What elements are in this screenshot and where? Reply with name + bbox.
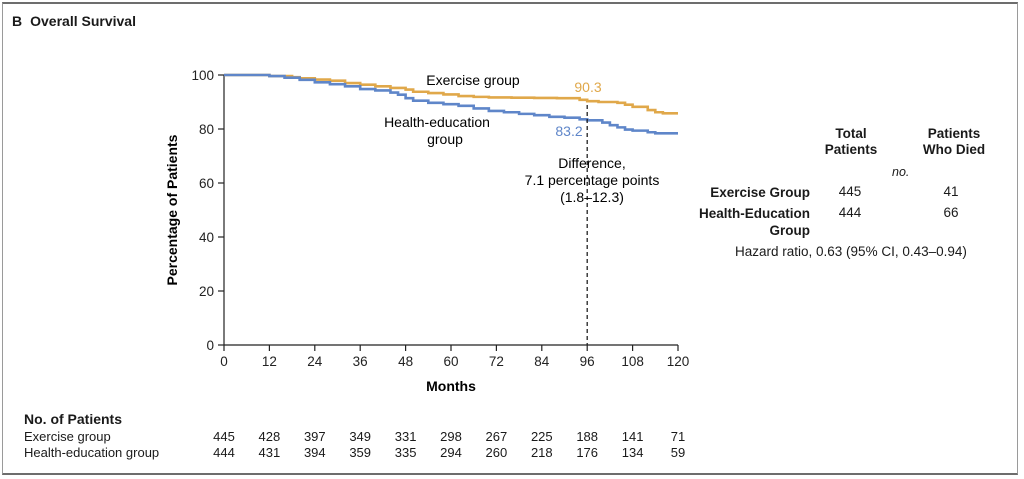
at-risk-value: 331	[394, 429, 417, 444]
at-risk-value: 444	[213, 445, 235, 460]
row-label-health: Health-Education Group	[660, 205, 810, 239]
x-axis-label: Months	[426, 378, 476, 394]
health-education-curve	[224, 73, 678, 135]
col-header-died-line1: Patients	[927, 126, 981, 141]
at-risk-value: 225	[530, 429, 553, 444]
panel-title-text: Overall Survival	[30, 13, 136, 29]
at-risk-value: 188	[576, 429, 599, 444]
x-tick-label: 120	[667, 354, 690, 369]
y-tick-label: 0	[206, 338, 214, 353]
y-tick-label: 40	[199, 230, 214, 245]
unit-note: no.	[892, 165, 910, 179]
exercise-curve	[224, 73, 678, 115]
row-label-health-line2: Group	[769, 223, 811, 238]
y-tick-label: 100	[191, 68, 214, 83]
at-risk-value: 294	[440, 445, 462, 460]
row-label-health-line1: Health-Education	[698, 206, 810, 221]
figure-frame	[2, 2, 1018, 475]
x-tick-label: 96	[580, 354, 595, 369]
x-tick-label: 12	[262, 354, 277, 369]
at-risk-value: 431	[258, 445, 281, 460]
col-header-died-line2: Who Died	[922, 142, 986, 157]
x-tick-label: 108	[621, 354, 644, 369]
x-tick-label: 84	[534, 354, 550, 369]
col-header-total: Total Patients	[818, 126, 884, 158]
health-died: 66	[943, 205, 959, 220]
x-tick-label: 36	[353, 354, 368, 369]
row-label-exercise-text: Exercise Group	[710, 185, 810, 200]
y-axis-label: Percentage of Patients	[164, 134, 180, 285]
curves	[224, 73, 678, 135]
panel-title: B Overall Survival	[12, 13, 136, 29]
at-risk-value: 349	[349, 429, 372, 444]
at-risk-value: 397	[303, 429, 326, 444]
panel-letter: B	[12, 13, 23, 29]
at-risk-value: 176	[576, 445, 599, 460]
at-risk-title: No. of Patients	[24, 411, 123, 427]
axes: 0 20 40 60 80 100 0 12 24 36 48 60 72 84 96 108 120	[191, 68, 689, 369]
at-risk-value: 428	[258, 429, 281, 444]
x-tick-label: 48	[398, 354, 413, 369]
at-risk-value: 267	[485, 429, 508, 444]
at-risk-value: 298	[440, 429, 462, 444]
x-tick-label: 72	[489, 354, 504, 369]
health-total: 444	[838, 205, 862, 220]
health-value-label: 83.2	[555, 123, 582, 139]
col-header-died: Patients Who Died	[916, 126, 992, 158]
health-curve-label-line2: group	[427, 131, 463, 147]
at-risk-label-health: Health-education group	[24, 445, 160, 460]
x-tick-label: 60	[443, 354, 458, 369]
at-risk-value: 141	[621, 429, 644, 444]
at-risk-value: 335	[394, 445, 417, 460]
exercise-value-label: 90.3	[574, 79, 601, 95]
at-risk-value: 218	[530, 445, 553, 460]
exercise-total: 445	[838, 184, 862, 199]
x-tick-label: 24	[307, 354, 323, 369]
exercise-curve-label: Exercise group	[426, 72, 520, 88]
y-tick-label: 60	[199, 176, 214, 191]
health-curve-label-line1: Health-education	[384, 114, 490, 130]
at-risk-value: 134	[621, 445, 644, 460]
row-label-exercise: Exercise Group	[690, 184, 810, 201]
exercise-died: 41	[943, 184, 959, 199]
at-risk-value: 359	[349, 445, 372, 460]
at-risk-value: 445	[213, 429, 235, 444]
difference-label-line1: Difference,	[558, 155, 625, 171]
at-risk-value: 394	[303, 445, 326, 460]
at-risk-value: 71	[670, 429, 686, 444]
at-risk-label-exercise: Exercise group	[24, 429, 111, 444]
x-tick-label: 0	[220, 354, 228, 369]
at-risk-value: 260	[485, 445, 508, 460]
col-header-total-line1: Total	[835, 126, 867, 141]
y-tick-label: 20	[199, 284, 214, 299]
hazard-ratio: Hazard ratio, 0.63 (95% CI, 0.43–0.94)	[735, 244, 967, 259]
difference-label-line2: 7.1 percentage points	[525, 172, 660, 188]
y-tick-label: 80	[199, 122, 214, 137]
difference-label-line3: (1.8–12.3)	[560, 189, 624, 205]
at-risk-value: 59	[670, 445, 686, 460]
col-header-total-line2: Patients	[824, 142, 878, 157]
